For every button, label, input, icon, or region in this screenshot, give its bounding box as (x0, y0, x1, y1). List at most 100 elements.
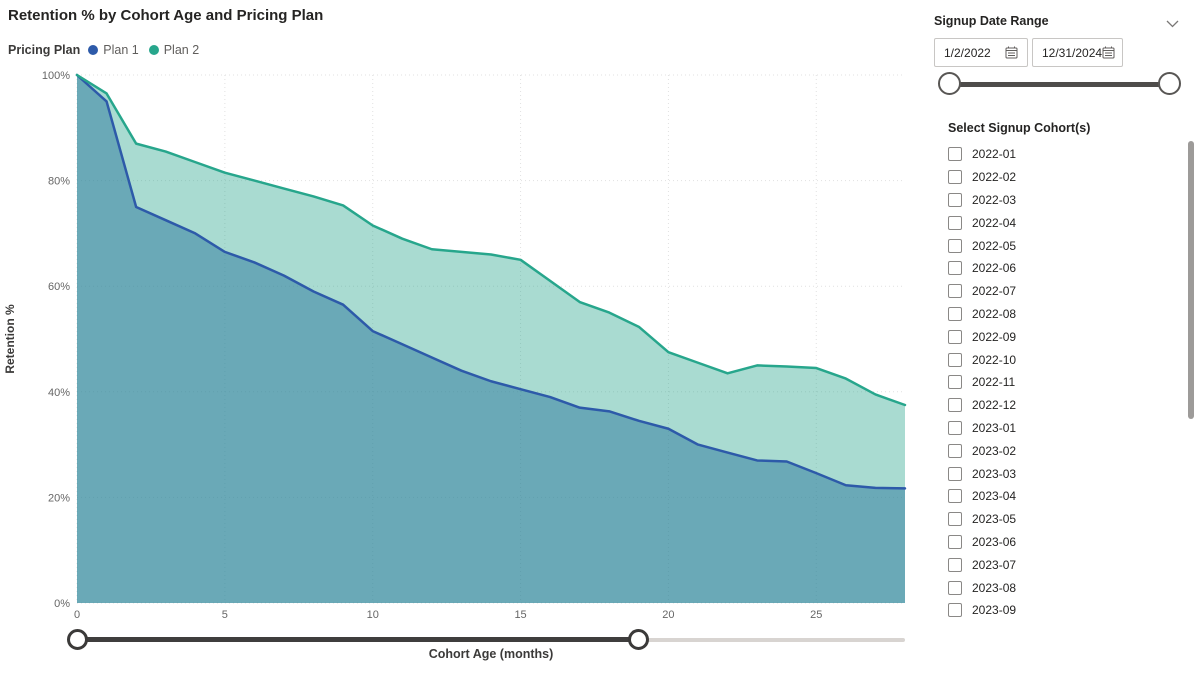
y-tick-label: 100% (42, 70, 70, 82)
cohort-label: 2022-06 (972, 261, 1017, 276)
cohort-checkbox[interactable] (948, 147, 962, 162)
cohort-checkbox[interactable] (948, 580, 962, 595)
calendar-icon[interactable] (1102, 46, 1115, 59)
end-date-value: 12/31/2024 (1042, 45, 1103, 60)
calendar-icon[interactable] (1005, 46, 1018, 59)
cohort-checkbox[interactable] (948, 398, 962, 413)
date-range-slider-handle-max[interactable] (1158, 72, 1181, 95)
cohort-label: 2023-09 (972, 603, 1017, 618)
y-tick-label: 60% (48, 281, 70, 293)
x-tick-label: 25 (810, 609, 822, 620)
y-tick-label: 80% (48, 176, 70, 188)
cohort-checkbox[interactable] (948, 512, 962, 527)
cohort-checkbox[interactable] (948, 557, 962, 572)
cohort-row[interactable]: 2023-01 (948, 417, 1173, 440)
cohort-label: 2023-05 (972, 512, 1017, 527)
date-range-slider-handle-min[interactable] (938, 72, 961, 95)
cohort-label: 2023-03 (972, 466, 1017, 481)
y-axis-title: Retention % (3, 304, 17, 374)
cohort-label: 2023-06 (972, 534, 1017, 549)
cohort-label: 2022-05 (972, 238, 1017, 253)
cohort-label: 2022-08 (972, 306, 1017, 321)
cohort-checkbox[interactable] (948, 466, 962, 481)
signup-date-range-title: Signup Date Range (934, 14, 1049, 28)
cohort-row[interactable]: 2022-10 (948, 348, 1173, 371)
legend-item-label: Plan 2 (163, 43, 200, 57)
cohort-checkbox[interactable] (948, 489, 962, 504)
cohort-row[interactable]: 2023-06 (948, 531, 1173, 554)
x-tick-label: 15 (514, 609, 526, 620)
legend-item[interactable]: Plan 1 (88, 43, 139, 57)
cohort-list-title: Select Signup Cohort(s) (948, 121, 1091, 135)
cohort-row[interactable]: 2023-08 (948, 576, 1173, 599)
cohort-row[interactable]: 2022-12 (948, 394, 1173, 417)
cohort-row[interactable]: 2022-11 (948, 371, 1173, 394)
cohort-checkbox[interactable] (948, 192, 962, 207)
cohort-row[interactable]: 2022-08 (948, 303, 1173, 326)
line-plan-2[interactable] (75, 73, 907, 407)
start-date-field[interactable]: 1/2/2022 (934, 38, 1028, 67)
legend-item-label: Plan 1 (103, 43, 139, 57)
cohort-row[interactable]: 2022-09 (948, 325, 1173, 348)
y-tick-label: 20% (48, 492, 70, 504)
cohort-row[interactable]: 2022-02 (948, 166, 1173, 189)
cohort-row[interactable]: 2022-07 (948, 280, 1173, 303)
cohort-row[interactable]: 2023-03 (948, 462, 1173, 485)
cohort-age-slider-handle-min[interactable] (66, 629, 88, 650)
cohort-age-slider-handle-max[interactable] (628, 629, 650, 650)
scrollbar-thumb[interactable] (1188, 141, 1194, 419)
chart-legend: Pricing Plan Plan 1 Plan 2 (8, 43, 199, 57)
cohort-label: 2023-02 (972, 443, 1017, 458)
cohort-label: 2022-10 (972, 352, 1017, 367)
cohort-checkbox[interactable] (948, 284, 962, 299)
cohort-checkbox[interactable] (948, 215, 962, 230)
cohort-row[interactable]: 2023-07 (948, 553, 1173, 576)
end-date-field[interactable]: 12/31/2024 (1032, 38, 1123, 67)
cohort-checkbox[interactable] (948, 603, 962, 618)
cohort-checkbox[interactable] (948, 261, 962, 276)
cohort-row[interactable]: 2022-06 (948, 257, 1173, 280)
cohort-row[interactable]: 2022-01 (948, 143, 1173, 166)
chevron-down-icon[interactable] (1166, 15, 1179, 33)
cohort-row[interactable]: 2023-09 (948, 599, 1173, 622)
line-plan-1[interactable] (75, 73, 907, 490)
legend-item[interactable]: Plan 2 (148, 43, 200, 57)
cohort-checkbox[interactable] (948, 352, 962, 367)
start-date-value: 1/2/2022 (944, 45, 991, 60)
area-plan-1[interactable] (77, 75, 905, 603)
cohort-age-slider-selected-range[interactable] (77, 637, 639, 642)
cohort-checkbox[interactable] (948, 420, 962, 435)
cohort-checkbox[interactable] (948, 170, 962, 185)
cohort-row[interactable]: 2023-05 (948, 508, 1173, 531)
x-tick-label: 5 (222, 609, 228, 620)
cohort-label: 2022-03 (972, 192, 1017, 207)
cohort-row[interactable]: 2023-02 (948, 439, 1173, 462)
cohort-row[interactable]: 2022-05 (948, 234, 1173, 257)
cohort-label: 2022-04 (972, 215, 1017, 230)
cohort-checkbox[interactable] (948, 534, 962, 549)
y-tick-label: 40% (48, 387, 70, 399)
x-tick-label: 20 (662, 609, 674, 620)
cohort-label: 2022-01 (972, 147, 1017, 162)
cohort-row[interactable]: 2022-03 (948, 189, 1173, 212)
x-tick-label: 10 (367, 609, 379, 620)
area-plan-2[interactable] (77, 75, 905, 603)
cohort-checkbox[interactable] (948, 306, 962, 321)
cohort-checkbox[interactable] (948, 238, 962, 253)
legend-items: Plan 1 Plan 2 (88, 43, 199, 57)
cohort-row[interactable]: 2022-04 (948, 211, 1173, 234)
cohort-label: 2022-09 (972, 329, 1017, 344)
cohort-label: 2022-11 (972, 375, 1016, 390)
x-tick-label: 0 (74, 609, 80, 620)
cohort-label: 2023-08 (972, 580, 1017, 595)
cohort-label: 2023-04 (972, 489, 1017, 504)
retention-area-chart[interactable]: 0% 20% 40% 60% 80% 100% 0 5 10 15 20 25 Retention % (0, 60, 920, 620)
cohort-checkbox[interactable] (948, 329, 962, 344)
date-range-slider-track[interactable] (949, 82, 1170, 87)
cohort-checkbox[interactable] (948, 375, 962, 390)
legend-title: Pricing Plan (8, 43, 81, 57)
cohort-checkbox[interactable] (948, 443, 962, 458)
cohort-row[interactable]: 2023-04 (948, 485, 1173, 508)
cohort-label: 2022-12 (972, 398, 1017, 413)
